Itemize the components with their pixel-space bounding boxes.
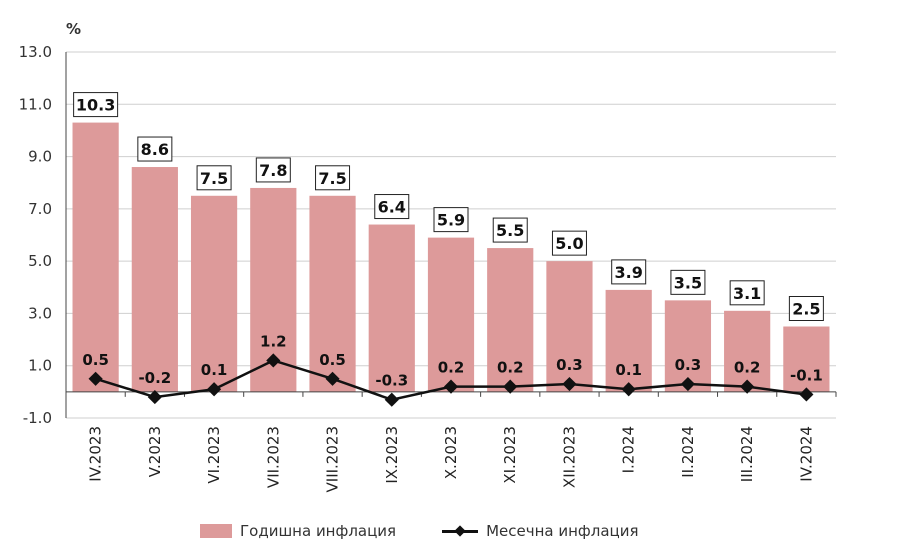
x-category-label: V.2023 [146, 426, 164, 477]
bar-label-box [670, 269, 706, 295]
legend-swatch-line [442, 523, 479, 539]
bar-value-label: 6.4 [378, 198, 406, 217]
bar-value-label: 10.3 [76, 96, 115, 115]
y-tick-label: 13.0 [19, 43, 52, 61]
legend-swatch-bar [200, 524, 232, 538]
bar-annual [427, 237, 475, 392]
line-marker [680, 376, 695, 392]
line-value-label: -0.2 [138, 369, 171, 387]
line-marker [384, 392, 399, 407]
bar-value-label: 2.5 [792, 300, 820, 319]
bar-label-box [255, 157, 291, 183]
bar-value-label: 7.8 [259, 161, 287, 180]
bar-annual [724, 310, 771, 392]
x-category-label: X.2023 [442, 426, 460, 479]
x-category-label: IV.2024 [797, 426, 815, 482]
line-marker [88, 371, 103, 386]
bar-value-label: 8.6 [141, 140, 169, 159]
y-tick-label: 5.0 [28, 252, 52, 270]
line-marker [325, 371, 340, 386]
line-value-label: -0.3 [375, 372, 408, 390]
bar-label-box [137, 136, 173, 162]
x-category-label: I.2024 [620, 426, 638, 473]
x-category-label: II.2024 [679, 426, 697, 478]
y-tick-label: 7.0 [28, 200, 52, 218]
legend: Годишна инфлация Месечна инфлация [200, 522, 685, 540]
x-category-label: VI.2023 [205, 426, 223, 484]
bar-value-label: 3.9 [615, 263, 643, 282]
x-category-label: IV.2023 [87, 426, 105, 482]
bar-label-box [788, 296, 824, 321]
bar-annual [72, 122, 119, 392]
bar-label-box [196, 165, 232, 191]
line-value-label: 0.5 [319, 351, 346, 369]
y-tick-label: 11.0 [19, 95, 52, 113]
bar-annual [368, 224, 415, 392]
line-value-label: 0.1 [201, 361, 228, 379]
legend-label-monthly: Месечна инфлация [486, 522, 639, 540]
bar-annual [131, 167, 178, 392]
line-marker [740, 379, 755, 394]
x-category-label: VIII.2023 [324, 426, 342, 492]
line-value-label: -0.1 [790, 366, 823, 384]
y-tick-label: -1.0 [23, 409, 52, 427]
bar-value-label: 5.9 [437, 211, 465, 230]
bar-annual [309, 195, 356, 392]
bar-value-label: 7.5 [200, 169, 228, 188]
line-value-label: 1.2 [260, 332, 287, 350]
bar-value-label: 7.5 [318, 169, 346, 188]
line-value-label: 0.3 [556, 356, 583, 374]
legend-item-annual: Годишна инфлация [200, 522, 396, 540]
y-tick-label: 1.0 [28, 357, 52, 375]
line-marker [799, 387, 814, 402]
line-value-label: 0.5 [82, 351, 109, 369]
line-value-label: 0.2 [497, 359, 524, 377]
x-category-label: III.2024 [738, 426, 756, 482]
bar-value-label: 3.1 [733, 284, 761, 303]
line-value-label: 0.2 [438, 359, 465, 377]
bar-annual [783, 326, 830, 392]
x-category-label: XI.2023 [501, 426, 519, 484]
line-marker [562, 376, 577, 392]
line-value-label: 0.3 [675, 356, 702, 374]
x-category-label: IX.2023 [383, 426, 401, 484]
y-tick-label: 3.0 [28, 304, 52, 322]
line-marker [443, 379, 459, 394]
line-value-label: 0.2 [734, 359, 761, 377]
legend-item-monthly: Месечна инфлация [442, 522, 639, 540]
bar-label-box [374, 194, 410, 220]
bar-annual [190, 195, 238, 392]
y-unit-label: % [66, 20, 81, 38]
bar-label-box [729, 280, 765, 306]
bar-value-label: 5.5 [496, 221, 524, 240]
legend-label-annual: Годишна инфлация [240, 522, 397, 540]
data-labels: 10.3 8.6 7.5 7.8 7.5 6.4 5.9 5.5 5.0 3.9 3.5 3.1 2.5… [73, 92, 824, 390]
bar-annual [546, 261, 593, 392]
bars-annual [72, 122, 830, 392]
bar-label-box [315, 165, 351, 191]
y-tick-label: 9.0 [28, 148, 52, 166]
bar-annual [487, 248, 534, 392]
x-category-label: VII.2023 [264, 426, 282, 488]
line-marker [621, 382, 636, 397]
x-category-label: XII.2023 [560, 426, 578, 488]
bar-annual [664, 300, 712, 392]
line-value-label: 0.1 [615, 361, 642, 379]
line-marker [147, 390, 162, 405]
bar-label-box [73, 92, 119, 118]
bar-value-label: 5.0 [555, 234, 583, 253]
bar-value-label: 3.5 [674, 273, 702, 292]
bar-label-box [492, 217, 528, 243]
line-monthly [88, 353, 814, 407]
line-marker [266, 353, 281, 368]
tick-labels: 13.0 11.0 9.0 7.0 5.0 3.0 1.0 -1.0 IV.2023 V.2023… [19, 43, 816, 492]
bar-label-box [551, 230, 587, 256]
line-marker [503, 379, 518, 394]
bar-label-box [433, 207, 469, 233]
bar-annual [605, 289, 652, 392]
bar-label-box [611, 259, 647, 285]
line-marker [207, 382, 222, 397]
